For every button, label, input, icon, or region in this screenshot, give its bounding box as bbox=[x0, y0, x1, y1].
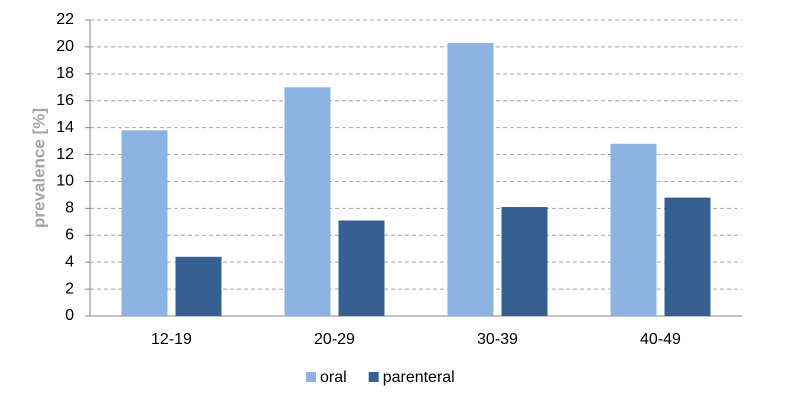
bar bbox=[121, 130, 168, 316]
x-tick-label: 20-29 bbox=[314, 331, 355, 348]
legend-swatch bbox=[306, 372, 316, 382]
y-tick-label: 10 bbox=[56, 173, 74, 190]
y-tick-label: 22 bbox=[56, 11, 74, 28]
bar bbox=[284, 87, 331, 316]
y-tick-label: 14 bbox=[56, 119, 74, 136]
y-tick-label: 2 bbox=[65, 280, 74, 297]
legend-label: parenteral bbox=[383, 369, 455, 386]
bar bbox=[175, 256, 222, 316]
bar bbox=[610, 143, 657, 316]
bar bbox=[664, 197, 711, 316]
y-tick-label: 0 bbox=[65, 307, 74, 324]
y-tick-label: 6 bbox=[65, 226, 74, 243]
y-tick-label: 16 bbox=[56, 92, 74, 109]
bar bbox=[447, 42, 494, 316]
legend-swatch bbox=[368, 372, 379, 382]
y-tick-label: 4 bbox=[65, 253, 74, 270]
y-tick-label: 8 bbox=[65, 200, 74, 217]
x-tick-label: 12-19 bbox=[151, 331, 192, 348]
bar bbox=[501, 207, 548, 316]
legend-label: oral bbox=[320, 369, 347, 386]
x-tick-label: 40-49 bbox=[640, 331, 681, 348]
x-tick-label: 30-39 bbox=[477, 331, 518, 348]
y-tick-label: 20 bbox=[56, 38, 74, 55]
y-tick-label: 12 bbox=[56, 146, 74, 163]
y-axis-label: prevalence [%] bbox=[29, 108, 48, 228]
y-tick-label: 18 bbox=[56, 65, 74, 82]
bar bbox=[338, 220, 385, 316]
